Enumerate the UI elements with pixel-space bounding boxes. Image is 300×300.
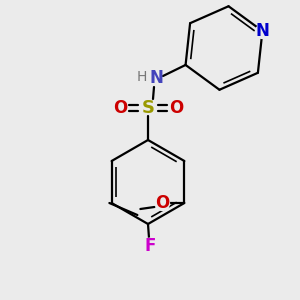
Text: N: N [149,69,163,87]
Text: O: O [155,194,169,212]
Text: F: F [144,237,156,255]
Text: O: O [113,99,127,117]
Text: S: S [142,99,154,117]
Text: H: H [137,70,147,84]
Text: O: O [169,99,183,117]
Text: N: N [256,22,269,40]
